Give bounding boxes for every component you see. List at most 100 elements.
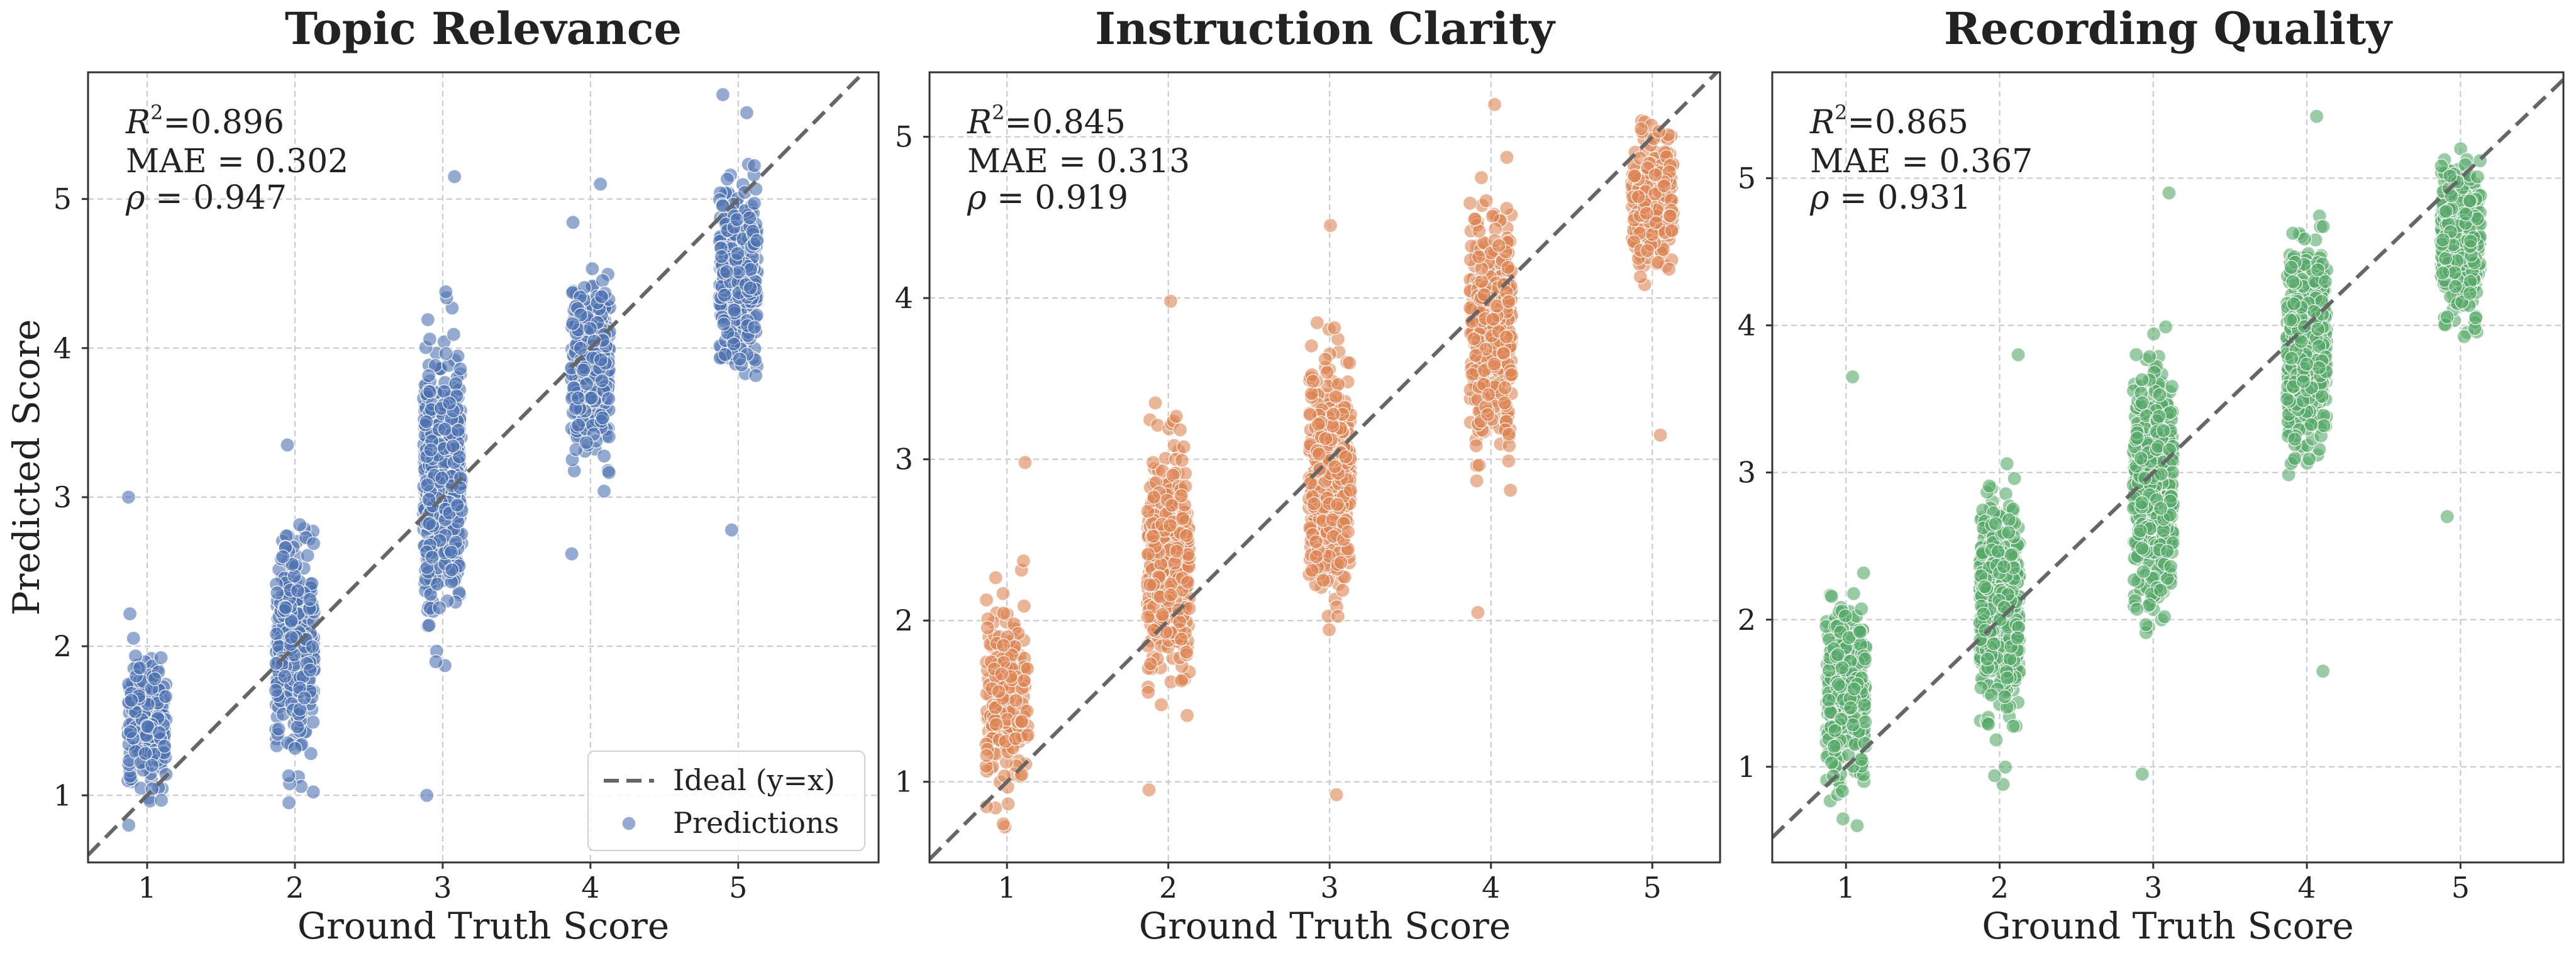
scatter-point bbox=[1824, 590, 1838, 603]
panel-title: Instruction Clarity bbox=[1095, 3, 1556, 55]
scatter-point bbox=[1468, 212, 1482, 226]
scatter-point bbox=[276, 550, 290, 564]
scatter-point bbox=[1017, 674, 1031, 688]
scatter-point bbox=[1631, 190, 1645, 204]
scatter-point bbox=[1018, 456, 1032, 470]
scatter-point bbox=[439, 346, 453, 360]
scatter-point bbox=[720, 172, 734, 186]
scatter-point bbox=[2011, 631, 2024, 645]
scatter-point bbox=[1180, 529, 1194, 542]
scatter-point bbox=[1328, 321, 1341, 335]
scatter-point bbox=[1009, 732, 1023, 746]
x-tick-label: 5 bbox=[729, 871, 747, 905]
scatter-point bbox=[1998, 690, 2012, 703]
scatter-point bbox=[1331, 498, 1345, 512]
scatter-point bbox=[1505, 368, 1519, 382]
scatter-point bbox=[743, 211, 757, 225]
r2-symbol: R bbox=[967, 104, 992, 141]
scatter-point bbox=[714, 250, 728, 263]
scatter-point bbox=[1999, 487, 2012, 501]
scatter-point bbox=[449, 377, 463, 390]
scatter-point bbox=[1472, 250, 1485, 264]
scatter-point bbox=[1143, 578, 1157, 592]
scatter-point bbox=[1988, 769, 2002, 783]
scatter-point bbox=[731, 246, 745, 260]
scatter-point bbox=[1312, 447, 1326, 461]
x-tick-label: 1 bbox=[997, 871, 1016, 905]
scatter-point bbox=[1978, 580, 1992, 594]
scatter-point bbox=[1141, 504, 1155, 518]
scatter-point bbox=[1318, 352, 1332, 366]
scatter-point bbox=[2000, 457, 2014, 471]
legend-predictions-swatch bbox=[622, 817, 636, 830]
scatter-point bbox=[291, 720, 304, 734]
scatter-point bbox=[280, 438, 294, 452]
scatter-point bbox=[718, 289, 731, 302]
scatter-point bbox=[1343, 356, 1357, 370]
scatter-point bbox=[282, 796, 296, 810]
scatter-point bbox=[996, 817, 1010, 831]
scatter-point bbox=[1331, 377, 1345, 391]
scatter-point bbox=[1472, 458, 1486, 472]
scatter-point bbox=[307, 537, 321, 551]
scatter-point bbox=[1479, 194, 1493, 207]
scatter-point bbox=[1991, 545, 2005, 559]
scatter-point bbox=[270, 586, 284, 600]
scatter-point bbox=[594, 177, 608, 191]
scatter-point bbox=[421, 313, 435, 327]
y-tick-label: 1 bbox=[53, 778, 72, 812]
scatter-point bbox=[980, 593, 994, 607]
r2-value: =0.845 bbox=[1005, 104, 1126, 141]
panel-title: Topic Relevance bbox=[285, 3, 682, 55]
rho-value: = 0.919 bbox=[987, 179, 1129, 217]
scatter-point bbox=[1155, 698, 1169, 712]
x-tick-label: 3 bbox=[1321, 871, 1339, 905]
scatter-point bbox=[279, 601, 292, 615]
scatter-point bbox=[1500, 150, 1514, 164]
scatter-point bbox=[585, 391, 599, 405]
r2-exponent: 2 bbox=[150, 101, 163, 124]
scatter-point bbox=[1831, 648, 1845, 662]
scatter-point bbox=[2007, 471, 2021, 485]
scatter-point bbox=[443, 396, 457, 410]
rho-stat: ρ = 0.947 bbox=[125, 179, 287, 217]
scatter-point bbox=[1858, 698, 1872, 712]
scatter-point bbox=[448, 170, 462, 184]
scatter-point bbox=[272, 722, 286, 736]
rho-symbol: ρ bbox=[125, 179, 145, 217]
scatter-point bbox=[1169, 409, 1183, 423]
scatter-point bbox=[1504, 483, 1518, 497]
scatter-point bbox=[1831, 678, 1845, 691]
scatter-point bbox=[422, 619, 436, 632]
scatter-point bbox=[445, 563, 459, 577]
scatter-point bbox=[980, 621, 994, 635]
scatter-point bbox=[1334, 556, 1348, 570]
scatter-point bbox=[1173, 615, 1187, 629]
scatter-point bbox=[602, 466, 616, 480]
scatter-point bbox=[1836, 784, 1850, 798]
scatter-point bbox=[1304, 339, 1318, 353]
scatter-point bbox=[565, 547, 579, 561]
scatter-point bbox=[421, 478, 435, 492]
scatter-point bbox=[574, 341, 587, 355]
scatter-point bbox=[424, 443, 438, 457]
scatter-point bbox=[1147, 490, 1161, 504]
scatter-point bbox=[1662, 262, 1676, 276]
scatter-point bbox=[2006, 719, 2020, 733]
scatter-point bbox=[1498, 396, 1512, 410]
scatter-point bbox=[1982, 717, 1996, 731]
scatter-point bbox=[1330, 788, 1343, 801]
scatter-point bbox=[2002, 513, 2016, 527]
scatter-point bbox=[445, 545, 458, 559]
scatter-point bbox=[145, 759, 159, 773]
scatter-point bbox=[429, 655, 443, 669]
scatter-point bbox=[2135, 768, 2149, 781]
r2-exponent: 2 bbox=[992, 101, 1004, 124]
scatter-point bbox=[423, 385, 437, 399]
scatter-point bbox=[438, 422, 452, 436]
y-tick-label: 2 bbox=[895, 603, 913, 637]
scatter-point bbox=[1657, 179, 1671, 193]
scatter-point bbox=[1144, 657, 1158, 671]
scatter-point bbox=[430, 577, 444, 591]
scatter-point bbox=[447, 327, 460, 341]
